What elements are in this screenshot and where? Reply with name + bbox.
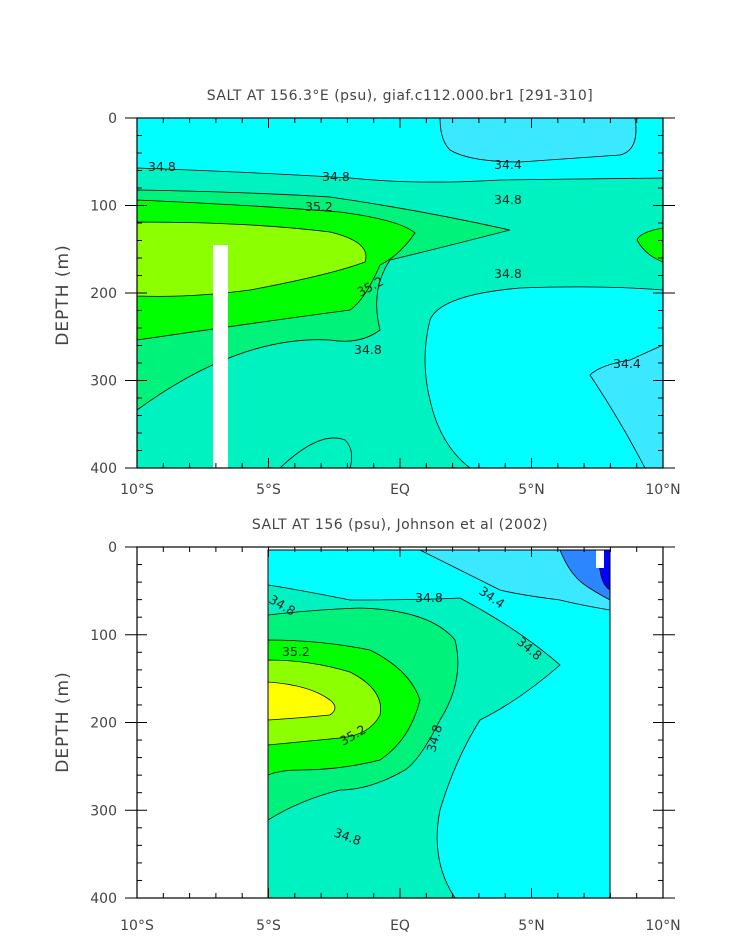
bottom-contour-label: 35.2 (282, 644, 310, 659)
top-y-tick-label: 0 (108, 111, 117, 127)
top-x-tick-label: EQ (390, 482, 410, 498)
top-x-ticks: 10°S 5°S EQ 5°N 10°N (120, 118, 681, 498)
bottom-y-tick-label: 100 (90, 628, 117, 644)
top-contour-label: 34.4 (613, 356, 641, 371)
bottom-x-tick-label: EQ (390, 918, 410, 934)
bottom-x-ticks: 10°S 5°S EQ 5°N 10°N (120, 547, 681, 934)
top-contour-label: 34.4 (494, 157, 522, 172)
top-x-tick-label: 10°S (120, 482, 154, 498)
bottom-y-tick-label: 400 (90, 891, 117, 907)
top-y-ticks: 0 100 200 300 400 (90, 111, 675, 477)
bottom-y-ticks: 0 100 200 300 400 (90, 540, 675, 907)
top-y-tick-label: 300 (90, 374, 117, 390)
top-masked-column (213, 245, 228, 468)
bottom-y-tick-label: 0 (108, 540, 117, 556)
top-y-axis-label: DEPTH (m) (53, 244, 73, 345)
bottom-chart-title: SALT AT 156 (psu), Johnson et al (2002) (252, 517, 548, 533)
top-fill-34-4-upper (439, 118, 637, 163)
top-contour-label: 34.8 (494, 192, 522, 207)
bottom-contour-fills (268, 550, 610, 898)
top-y-tick-label: 200 (90, 286, 117, 302)
top-chart-title: SALT AT 156.3°E (psu), giaf.c112.000.br1… (207, 88, 594, 104)
bottom-x-tick-label: 5°N (518, 918, 544, 934)
bottom-y-tick-label: 200 (90, 716, 117, 732)
top-contour-label: 34.8 (494, 266, 522, 281)
bottom-data-frame (267, 549, 611, 899)
bottom-x-tick-label: 10°N (645, 918, 680, 934)
top-fill-right-core (636, 227, 663, 263)
top-contour-fills (137, 118, 663, 468)
bottom-x-tick-label: 5°S (256, 918, 281, 934)
top-fill-35-4 (137, 221, 367, 297)
bottom-y-axis-label: DEPTH (m) (53, 671, 73, 772)
top-contour-label: 34.8 (148, 159, 176, 174)
top-x-tick-label: 10°N (645, 482, 680, 498)
top-fill-34-4-lower (589, 344, 663, 468)
bottom-panel: SALT AT 156 (psu), Johnson et al (2002) … (53, 517, 681, 934)
top-y-tick-label: 400 (90, 461, 117, 477)
bottom-contour-label: 34.8 (423, 723, 445, 754)
bottom-fill-34-4 (419, 550, 610, 611)
top-x-tick-label: 5°N (518, 482, 544, 498)
top-contour-label: 34.8 (322, 169, 350, 184)
top-contour-label: 34.8 (354, 342, 382, 357)
top-panel: SALT AT 156.3°E (psu), giaf.c112.000.br1… (53, 88, 681, 498)
top-contour-label: 35.2 (305, 199, 333, 214)
bottom-masked-notch (596, 550, 604, 568)
bottom-contour-label: 34.8 (415, 590, 443, 605)
top-x-tick-label: 5°S (256, 482, 281, 498)
bottom-y-tick-label: 300 (90, 803, 117, 819)
bottom-x-tick-label: 10°S (120, 918, 154, 934)
bottom-fill-35-6 (268, 681, 336, 721)
top-y-tick-label: 100 (90, 199, 117, 215)
